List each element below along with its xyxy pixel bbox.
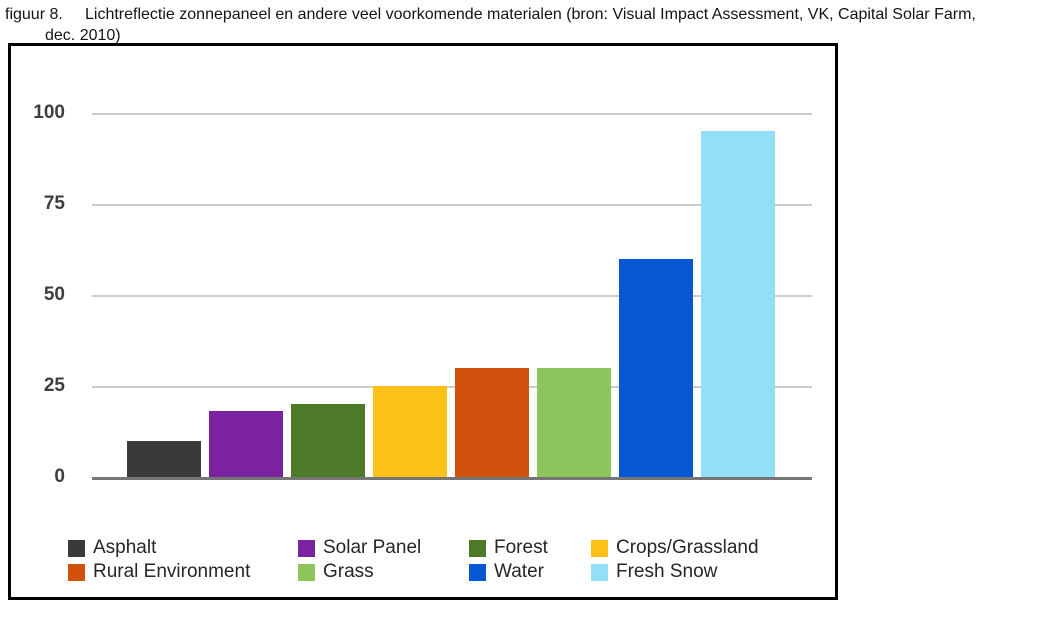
gridline-25 bbox=[92, 386, 812, 388]
legend-item-fresh-snow: Fresh Snow bbox=[591, 561, 717, 583]
gridline-75 bbox=[92, 204, 812, 206]
gridline-50 bbox=[92, 295, 812, 297]
chart-frame: 0 25 50 75 100 Asphalt Solar Panel Forest Crops… bbox=[8, 43, 838, 600]
x-axis-line bbox=[92, 477, 812, 480]
legend-swatch-fresh-snow bbox=[591, 563, 608, 581]
legend-label-crops-grassland: Crops/Grassland bbox=[616, 537, 759, 558]
legend-item-crops-grassland: Crops/Grassland bbox=[591, 537, 759, 559]
legend-label-water: Water bbox=[494, 561, 544, 582]
y-tick-label-75: 75 bbox=[43, 193, 65, 214]
legend-item-solar-panel: Solar Panel bbox=[298, 537, 421, 559]
legend-swatch-grass bbox=[298, 563, 315, 581]
figure-title-continued: dec. 2010) bbox=[45, 27, 121, 44]
bar-asphalt bbox=[127, 441, 201, 477]
legend-label-solar-panel: Solar Panel bbox=[323, 537, 422, 558]
bar-crops-grassland bbox=[373, 386, 447, 477]
legend-swatch-forest bbox=[469, 539, 486, 557]
legend-item-rural-environment: Rural Environment bbox=[68, 561, 250, 583]
bar-solar-panel bbox=[209, 411, 283, 477]
y-tick-label-0: 0 bbox=[54, 466, 65, 487]
y-tick-label-25: 25 bbox=[43, 375, 65, 396]
legend-swatch-water bbox=[469, 563, 486, 581]
bar-forest bbox=[291, 404, 365, 477]
legend-label-forest: Forest bbox=[494, 537, 548, 558]
legend-swatch-rural-environment bbox=[68, 563, 85, 581]
bar-rural-environment bbox=[455, 368, 529, 477]
y-tick-label-50: 50 bbox=[43, 284, 65, 305]
legend-label-rural-environment: Rural Environment bbox=[93, 561, 251, 582]
legend-swatch-crops-grassland bbox=[591, 539, 608, 557]
legend-item-forest: Forest bbox=[469, 537, 548, 559]
legend-label-asphalt: Asphalt bbox=[93, 537, 157, 558]
legend-label-fresh-snow: Fresh Snow bbox=[616, 561, 718, 582]
bar-water bbox=[619, 259, 693, 477]
bar-fresh-snow bbox=[701, 131, 775, 477]
legend-label-grass: Grass bbox=[323, 561, 374, 582]
figure-caption: figuur 8. Lichtreflectie zonnepaneel en a… bbox=[5, 4, 976, 46]
y-tick-label-100: 100 bbox=[33, 102, 65, 123]
legend-item-asphalt: Asphalt bbox=[68, 537, 156, 559]
figure-title: Lichtreflectie zonnepaneel en andere vee… bbox=[85, 6, 976, 23]
figure-number: figuur 8. bbox=[5, 6, 63, 23]
legend-swatch-asphalt bbox=[68, 539, 85, 557]
bar-grass bbox=[537, 368, 611, 477]
legend-swatch-solar-panel bbox=[298, 539, 315, 557]
legend-item-water: Water bbox=[469, 561, 544, 583]
legend-item-grass: Grass bbox=[298, 561, 374, 583]
gridline-100 bbox=[92, 113, 812, 115]
